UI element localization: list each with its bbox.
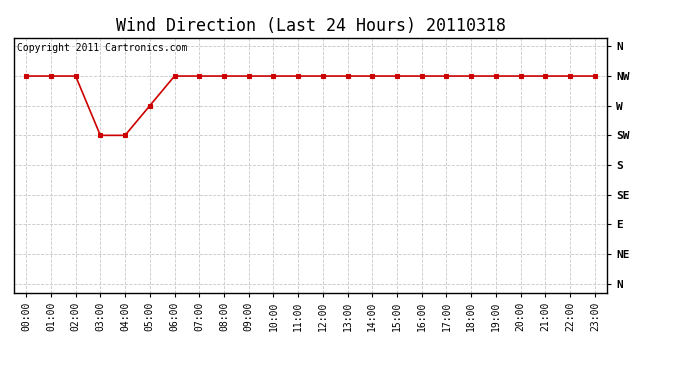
Title: Wind Direction (Last 24 Hours) 20110318: Wind Direction (Last 24 Hours) 20110318: [115, 16, 506, 34]
Text: Copyright 2011 Cartronics.com: Copyright 2011 Cartronics.com: [17, 43, 187, 52]
